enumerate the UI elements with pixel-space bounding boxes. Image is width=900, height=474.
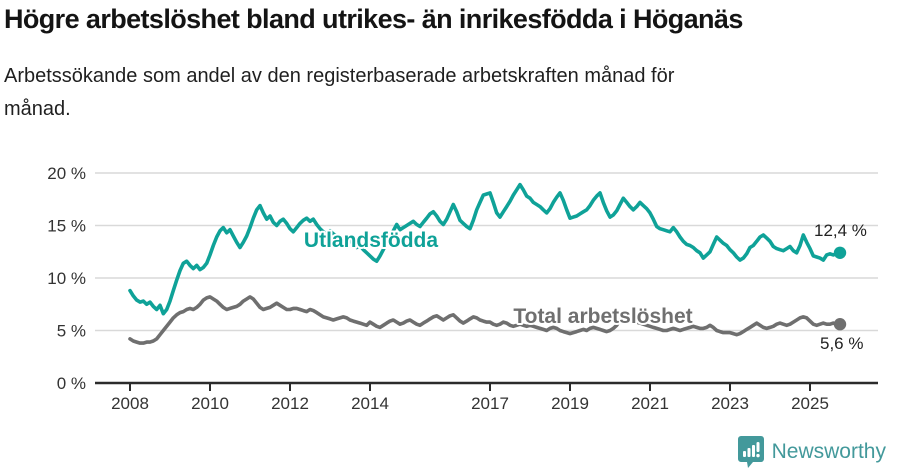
series-line-utlandsfodda bbox=[128, 182, 842, 316]
series-line-total bbox=[128, 295, 842, 345]
y-tick-label: 10 % bbox=[47, 269, 86, 288]
brand-name: Newsworthy bbox=[771, 439, 886, 463]
page-title: Högre arbetslöshet bland utrikes- än inr… bbox=[4, 4, 743, 34]
series-end-dot bbox=[833, 318, 847, 331]
x-tick-label: 2010 bbox=[191, 394, 229, 413]
y-tick-label: 15 % bbox=[47, 217, 86, 236]
y-tick-label: 0 % bbox=[57, 374, 86, 393]
series-end-dot bbox=[833, 246, 847, 259]
x-tick-label: 2023 bbox=[711, 394, 749, 413]
chart-subtitle: Arbetssökande som andel av den registerb… bbox=[4, 60, 844, 126]
bar-chart-speech-bubble-icon bbox=[737, 436, 764, 468]
newsworthy-logo[interactable]: Newsworthy bbox=[737, 435, 886, 468]
chart-subtitle-line2: månad. bbox=[4, 98, 71, 120]
x-tick-label: 2017 bbox=[471, 394, 509, 413]
x-tick-label: 2014 bbox=[351, 394, 389, 413]
y-tick-label: 5 % bbox=[57, 322, 86, 341]
series-end-value-label: 12,4 % bbox=[814, 221, 867, 240]
x-tick-label: 2025 bbox=[791, 394, 829, 413]
x-tick-label: 2012 bbox=[271, 394, 309, 413]
x-tick-label: 2008 bbox=[111, 394, 149, 413]
series-inline-label: Utlandsfödda bbox=[304, 229, 438, 252]
series-end-value-label: 5,6 % bbox=[820, 334, 863, 353]
y-tick-label: 20 % bbox=[47, 164, 86, 183]
chart-subtitle-line1: Arbetssökande som andel av den registerb… bbox=[4, 65, 675, 87]
x-tick-label: 2019 bbox=[551, 394, 589, 413]
series-inline-label: Total arbetslöshet bbox=[513, 305, 692, 328]
x-tick-label: 2021 bbox=[631, 394, 669, 413]
